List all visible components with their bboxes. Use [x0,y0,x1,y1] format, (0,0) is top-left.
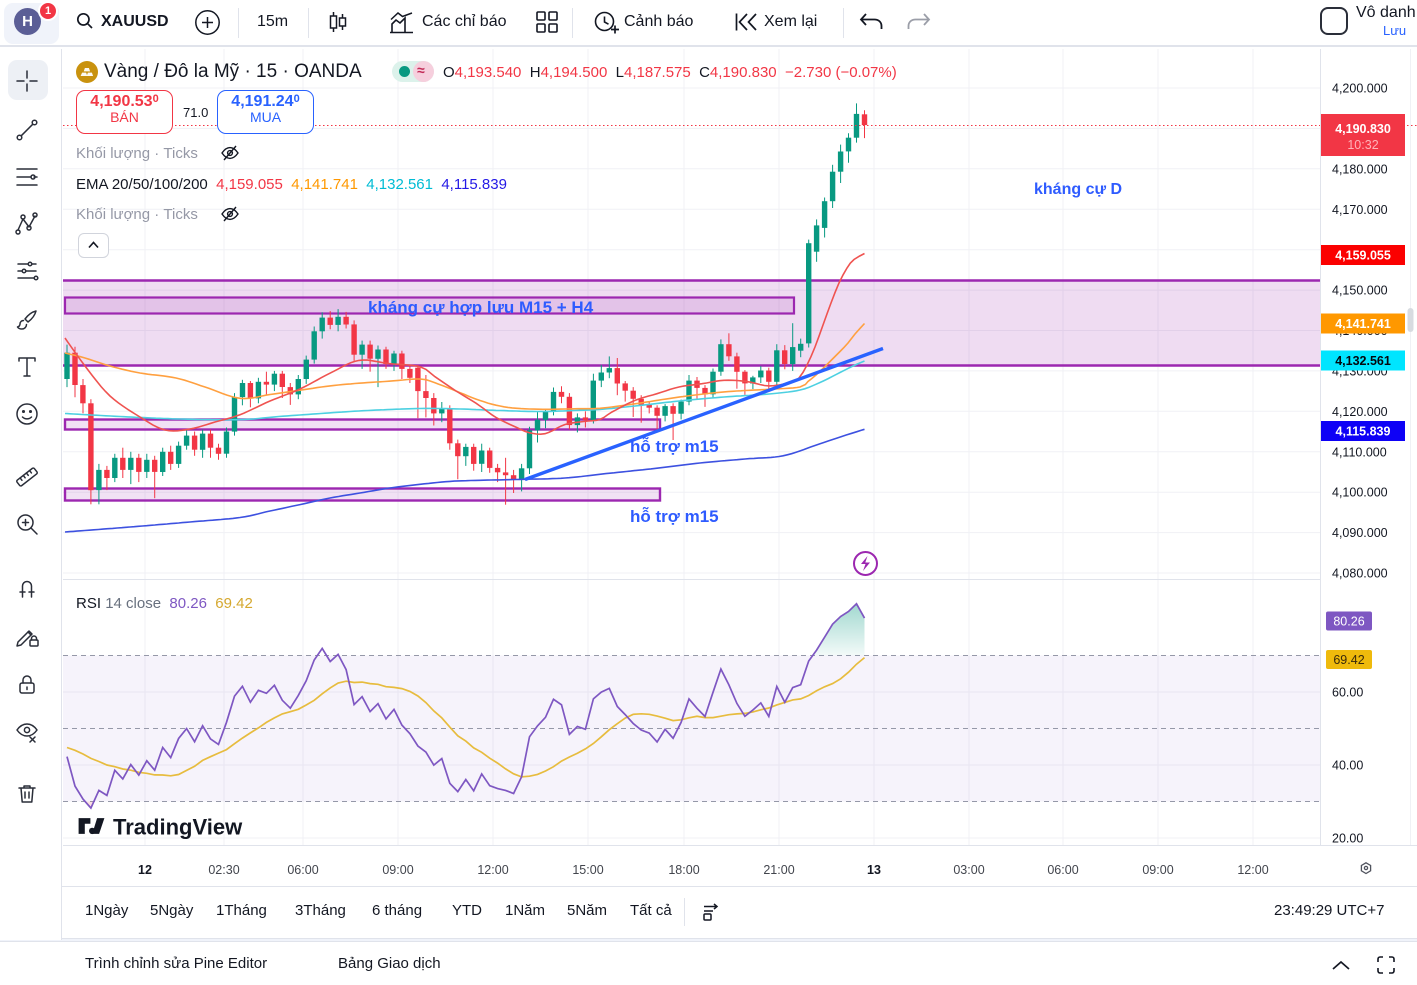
svg-text:4,110.000: 4,110.000 [1332,445,1387,459]
svg-text:4,080.000: 4,080.000 [1332,567,1388,581]
svg-text:hỗ trợ m15: hỗ trợ m15 [630,437,719,456]
svg-text:20.00: 20.00 [1332,832,1363,846]
svg-text:40.00: 40.00 [1332,759,1363,773]
svg-text:12:00: 12:00 [1237,863,1268,877]
svg-text:4,090.000: 4,090.000 [1332,526,1388,540]
svg-text:06:00: 06:00 [1047,863,1078,877]
svg-text:80.26: 80.26 [1333,615,1364,629]
svg-text:06:00: 06:00 [287,863,318,877]
svg-text:4,170.000: 4,170.000 [1332,203,1388,217]
svg-text:4,115.839: 4,115.839 [1336,425,1391,439]
svg-text:12: 12 [138,863,152,877]
svg-text:21:00: 21:00 [763,863,794,877]
svg-text:4,180.000: 4,180.000 [1332,162,1388,176]
svg-text:4,200.000: 4,200.000 [1332,82,1388,96]
svg-text:03:00: 03:00 [953,863,984,877]
svg-text:4,150.000: 4,150.000 [1332,284,1388,298]
svg-text:4,132.561: 4,132.561 [1335,354,1391,368]
svg-text:TradingView: TradingView [113,815,243,840]
svg-text:09:00: 09:00 [382,863,413,877]
svg-text:4,100.000: 4,100.000 [1332,486,1388,500]
svg-text:15:00: 15:00 [572,863,603,877]
svg-text:hỗ trợ m15: hỗ trợ m15 [630,507,719,526]
svg-text:13: 13 [867,863,881,877]
svg-text:10:32: 10:32 [1347,138,1378,152]
svg-text:4,190.830: 4,190.830 [1335,122,1391,136]
svg-text:12:00: 12:00 [477,863,508,877]
svg-text:kháng cự D: kháng cự D [1034,181,1122,198]
svg-text:09:00: 09:00 [1142,863,1173,877]
svg-text:18:00: 18:00 [668,863,699,877]
svg-text:4,159.055: 4,159.055 [1335,249,1391,263]
svg-text:kháng cự hợp lưu M15 + H4: kháng cự hợp lưu M15 + H4 [368,298,594,317]
svg-text:4,120.000: 4,120.000 [1332,405,1388,419]
svg-text:69.42: 69.42 [1333,653,1364,667]
svg-text:60.00: 60.00 [1332,686,1363,700]
svg-text:02:30: 02:30 [208,863,239,877]
svg-text:4,141.741: 4,141.741 [1335,317,1391,331]
